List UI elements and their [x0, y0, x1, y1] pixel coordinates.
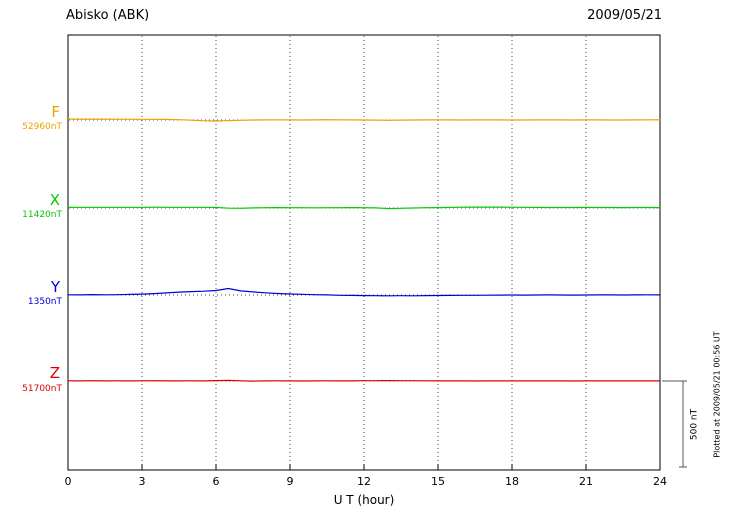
- trace-value-z: 51700nT: [22, 384, 62, 394]
- plot-title: Abisko (ABK): [66, 8, 150, 23]
- trace-X: [67, 206, 661, 210]
- x-tick-label: 15: [431, 475, 445, 488]
- trace-Z: [67, 379, 660, 382]
- trace-label-z: Z: [49, 364, 60, 382]
- x-tick-label: 12: [357, 475, 371, 488]
- trace-Y: [67, 287, 661, 297]
- trace-label-x: X: [49, 191, 60, 209]
- trace-value-x: 11420nT: [22, 210, 62, 220]
- x-tick-label: 18: [505, 475, 519, 488]
- trace-label-y: Y: [50, 278, 60, 296]
- x-tick-label: 3: [138, 475, 146, 488]
- trace-F: [67, 118, 661, 122]
- trace-value-f: 52960nT: [22, 122, 62, 132]
- plot-date: 2009/05/21: [587, 8, 662, 23]
- trace-label-f: F: [51, 103, 60, 121]
- scale-bar-label: 500 nT: [689, 408, 700, 441]
- x-axis-label: U T (hour): [333, 493, 395, 507]
- x-tick-label: 24: [653, 475, 667, 488]
- x-tick-label: 0: [64, 475, 72, 488]
- trace-value-y: 1350nT: [27, 297, 62, 307]
- plot-footnote: Plotted at 2009/05/21 00:56 UT: [712, 331, 722, 458]
- x-tick-label: 21: [579, 475, 593, 488]
- x-tick-label: 6: [212, 475, 220, 488]
- x-tick-label: 9: [286, 475, 294, 488]
